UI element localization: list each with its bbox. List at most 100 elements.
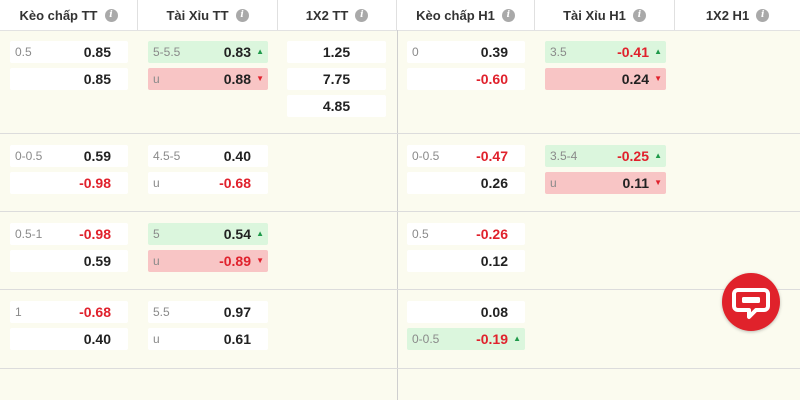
handicap-line: 5.5 xyxy=(153,305,170,319)
handicap-line: 0.5 xyxy=(412,227,429,241)
col-header-label: Tài Xỉu TT xyxy=(166,7,229,23)
odds-value: 0.88 xyxy=(223,71,251,87)
odds-value: -0.60 xyxy=(476,71,508,87)
handicap-line: u xyxy=(153,176,160,190)
info-icon[interactable]: i xyxy=(756,8,770,22)
odds-cell[interactable]: -0.98 xyxy=(10,172,128,194)
col-header-label: Tài Xỉu H1 xyxy=(563,7,626,23)
chat-button[interactable] xyxy=(722,273,780,331)
odds-cell[interactable]: 0.12 xyxy=(407,250,525,272)
odds-value: -0.68 xyxy=(79,304,111,320)
odds-cell[interactable]: 0.08 xyxy=(407,301,525,323)
odds-value: 0.59 xyxy=(83,253,111,269)
odds-cell[interactable]: 5.5 0.97 xyxy=(148,301,268,323)
info-icon[interactable]: i xyxy=(235,8,249,22)
handicap-line: 3.5-4 xyxy=(550,149,578,163)
odds-value: -0.47 xyxy=(476,148,508,164)
odds-value: 0.83 xyxy=(223,44,251,60)
odds-cell[interactable]: u 0.61 xyxy=(148,328,268,350)
arrow-down-icon: ▼ xyxy=(256,256,264,265)
odds-cell[interactable]: u 0.11 ▼ xyxy=(545,172,666,194)
row-divider xyxy=(0,368,800,369)
odds-cell[interactable]: 0.5 0.85 xyxy=(10,41,128,63)
half-divider xyxy=(397,30,398,400)
odds-cell[interactable]: 3.5-4 -0.25 ▲ xyxy=(545,145,666,167)
arrow-up-icon: ▲ xyxy=(256,47,264,56)
odds-value: 0.85 xyxy=(83,44,111,60)
odds-value: 0.26 xyxy=(480,175,508,191)
odds-cell[interactable]: -0.60 xyxy=(407,68,525,90)
odds-cell[interactable]: u 0.88 ▼ xyxy=(148,68,268,90)
odds-cell[interactable]: 0.40 xyxy=(10,328,128,350)
odds-cell[interactable]: 0.5 -0.26 xyxy=(407,223,525,245)
handicap-line: 5-5.5 xyxy=(153,45,181,59)
odds-value: 1.25 xyxy=(322,44,351,60)
info-icon[interactable]: i xyxy=(632,8,646,22)
info-icon[interactable]: i xyxy=(355,8,369,22)
odds-cell[interactable]: 5 0.54 ▲ xyxy=(148,223,268,245)
odds-cell[interactable]: 1 -0.68 xyxy=(10,301,128,323)
handicap-line: 0-0.5 xyxy=(412,149,440,163)
odds-cell[interactable]: 0.5-1 -0.98 xyxy=(10,223,128,245)
col-header-tai-xiu-h1: Tài Xỉu H1 i xyxy=(535,0,675,30)
handicap-line: 4.5-5 xyxy=(153,149,181,163)
odds-value: 0.61 xyxy=(223,331,251,347)
odds-value: -0.98 xyxy=(79,226,111,242)
odds-cell[interactable]: 4.5-5 0.40 xyxy=(148,145,268,167)
odds-cell[interactable]: 0-0.5 -0.19 ▲ xyxy=(407,328,525,350)
odds-cell[interactable]: 0-0.5 -0.47 xyxy=(407,145,525,167)
col-header-keo-chap-h1: Kèo chấp H1 i xyxy=(397,0,535,30)
info-icon[interactable]: i xyxy=(501,8,515,22)
col-header-tai-xiu-tt: Tài Xỉu TT i xyxy=(138,0,278,30)
odds-value: -0.98 xyxy=(79,175,111,191)
arrow-up-icon: ▲ xyxy=(256,229,264,238)
odds-cell[interactable]: 0.24 ▼ xyxy=(545,68,666,90)
odds-value: 0.40 xyxy=(83,331,111,347)
handicap-line: u xyxy=(153,254,160,268)
col-header-keo-chap-tt: Kèo chấp TT i xyxy=(0,0,138,30)
handicap-line: 3.5 xyxy=(550,45,567,59)
handicap-line: 0-0.5 xyxy=(412,332,440,346)
col-header-1x2-h1: 1X2 H1 i xyxy=(675,0,800,30)
arrow-up-icon: ▲ xyxy=(513,334,521,343)
info-icon[interactable]: i xyxy=(104,8,118,22)
odds-value: 0.40 xyxy=(223,148,251,164)
arrow-down-icon: ▼ xyxy=(654,74,662,83)
odds-value: -0.89 xyxy=(219,253,251,269)
odds-cell[interactable]: u -0.68 xyxy=(148,172,268,194)
odds-cell[interactable]: 0.85 xyxy=(10,68,128,90)
handicap-line: u xyxy=(550,176,557,190)
odds-value: -0.41 xyxy=(617,44,649,60)
odds-cell[interactable]: 0.26 xyxy=(407,172,525,194)
odds-value: -0.68 xyxy=(219,175,251,191)
odds-cell[interactable]: 4.85 xyxy=(287,95,386,117)
row-divider xyxy=(0,211,800,212)
odds-cell[interactable]: u -0.89 ▼ xyxy=(148,250,268,272)
odds-value: 0.39 xyxy=(480,44,508,60)
odds-cell[interactable]: 0 0.39 xyxy=(407,41,525,63)
odds-cell[interactable]: 7.75 xyxy=(287,68,386,90)
col-header-1x2-tt: 1X2 TT i xyxy=(278,0,397,30)
odds-value: 0.12 xyxy=(480,253,508,269)
odds-cell[interactable]: 0-0.5 0.59 xyxy=(10,145,128,167)
odds-cell[interactable]: 3.5 -0.41 ▲ xyxy=(545,41,666,63)
row-divider xyxy=(0,133,800,134)
handicap-line: 5 xyxy=(153,227,160,241)
odds-value: 0.08 xyxy=(480,304,508,320)
odds-table-header: Kèo chấp TT i Tài Xỉu TT i 1X2 TT i Kèo … xyxy=(0,0,800,31)
odds-value: -0.19 xyxy=(476,331,508,347)
handicap-line: u xyxy=(153,332,160,346)
handicap-line: 0.5-1 xyxy=(15,227,43,241)
odds-cell[interactable]: 1.25 xyxy=(287,41,386,63)
col-header-label: Kèo chấp H1 xyxy=(416,7,495,23)
handicap-line: u xyxy=(153,72,160,86)
odds-value: 0.11 xyxy=(622,175,649,191)
handicap-line: 0-0.5 xyxy=(15,149,43,163)
arrow-up-icon: ▲ xyxy=(654,151,662,160)
odds-value: 7.75 xyxy=(322,71,351,87)
odds-cell[interactable]: 0.59 xyxy=(10,250,128,272)
odds-value: 0.59 xyxy=(83,148,111,164)
arrow-up-icon: ▲ xyxy=(654,47,662,56)
chat-bubble-icon xyxy=(732,288,770,319)
odds-cell[interactable]: 5-5.5 0.83 ▲ xyxy=(148,41,268,63)
